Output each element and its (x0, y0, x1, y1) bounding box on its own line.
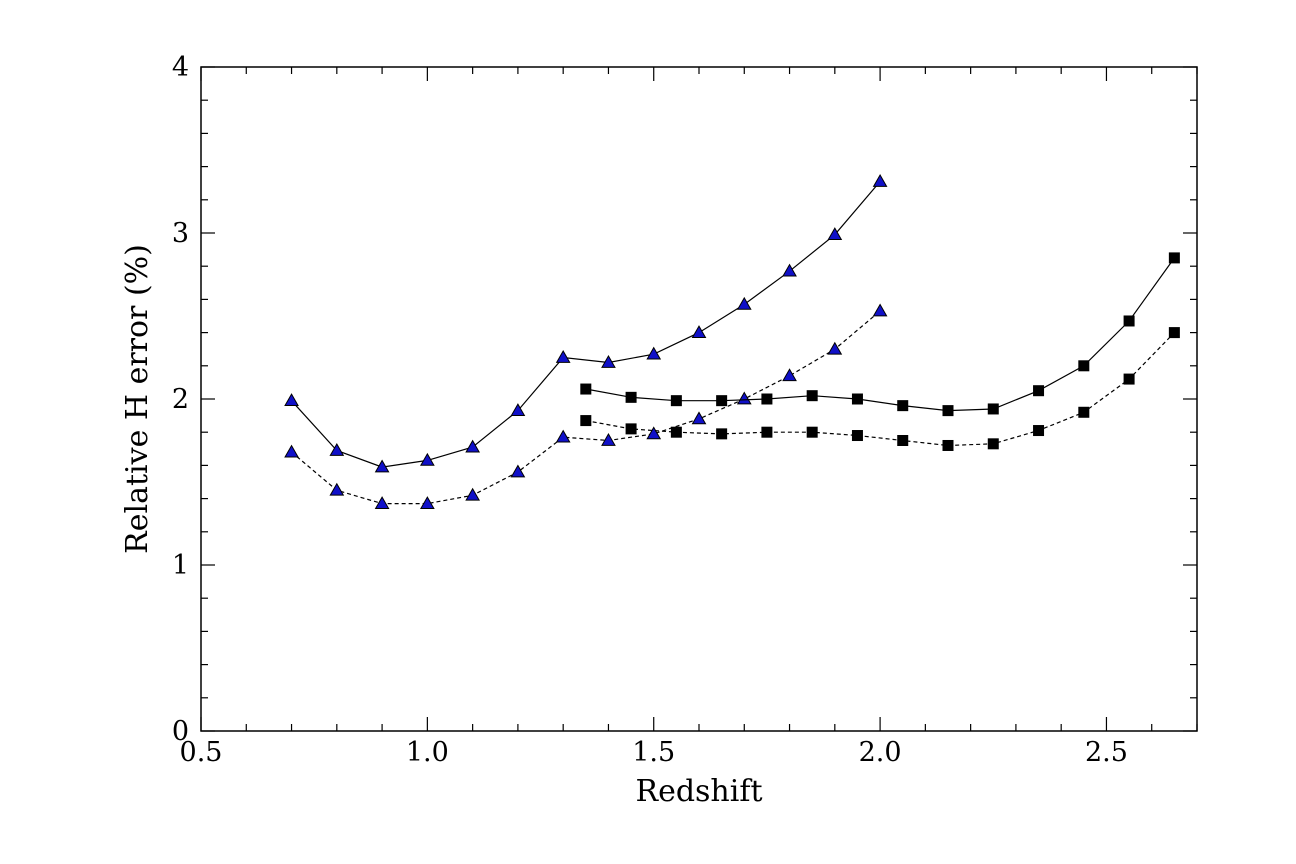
data-point-triangle (691, 325, 707, 338)
data-point-square (1033, 425, 1045, 437)
data-point-square (1078, 360, 1090, 372)
data-point-square (897, 400, 909, 412)
data-point-triangle (872, 303, 888, 317)
data-point-square (806, 390, 818, 402)
data-point-square (625, 423, 637, 435)
data-point-square (1168, 252, 1180, 264)
data-point-triangle (827, 227, 843, 241)
data-point-square (1033, 385, 1045, 397)
data-point-triangle (601, 354, 616, 368)
data-point-square (670, 395, 682, 407)
data-point-triangle (510, 403, 526, 416)
ticks-layer (200, 66, 1198, 732)
data-point-square (987, 403, 999, 415)
plot-frame (200, 66, 1198, 732)
y-tick-label: 4 (172, 52, 189, 83)
series-3 (580, 327, 1180, 451)
data-point-triangle (465, 439, 480, 453)
series-line (585, 332, 1175, 447)
data-point-triangle (284, 393, 299, 407)
data-point-square (806, 426, 818, 438)
x-tick-label: 0.5 (180, 737, 223, 768)
series-line (585, 257, 1175, 412)
y-tick-label: 1 (172, 550, 189, 581)
y-tick-label: 3 (172, 218, 189, 249)
series-2 (580, 252, 1180, 417)
data-point-triangle (555, 349, 571, 363)
data-point-triangle (420, 452, 435, 466)
data-point-square (580, 415, 592, 427)
data-point-triangle (736, 391, 752, 405)
data-point-square (625, 391, 637, 403)
data-point-triangle (555, 429, 571, 443)
data-point-triangle (736, 296, 752, 310)
data-point-triangle (646, 346, 662, 360)
y-tick-label: 0 (172, 716, 189, 747)
data-point-square (851, 430, 863, 442)
series-0 (284, 174, 888, 473)
data-point-triangle (782, 263, 797, 277)
data-point-square (670, 426, 682, 438)
data-point-square (1078, 406, 1090, 418)
data-point-triangle (329, 482, 345, 496)
data-point-triangle (420, 496, 435, 509)
x-axis-label: Redshift (635, 774, 762, 809)
data-point-square (716, 395, 728, 407)
series-1 (284, 303, 888, 509)
data-point-triangle (782, 368, 797, 382)
x-tick-label: 2.5 (1085, 737, 1128, 768)
data-point-square (1168, 327, 1180, 339)
data-point-triangle (601, 432, 616, 446)
data-point-square (851, 393, 863, 405)
data-point-square (942, 439, 954, 451)
series-line (291, 181, 881, 468)
data-point-square (1123, 373, 1135, 385)
data-point-square (761, 426, 773, 438)
data-point-square (1123, 315, 1135, 327)
data-point-square (580, 383, 592, 395)
data-point-triangle (465, 487, 480, 501)
data-point-square (761, 393, 773, 405)
data-point-triangle (646, 426, 662, 440)
y-axis-label: Relative H error (%) (120, 244, 155, 554)
data-point-triangle (872, 174, 888, 187)
data-point-triangle (374, 459, 390, 473)
data-point-square (897, 435, 909, 446)
data-point-triangle (827, 341, 843, 355)
data-point-triangle (691, 411, 707, 425)
x-tick-label: 1.0 (406, 737, 449, 768)
data-point-triangle (284, 444, 299, 458)
series-layer (284, 174, 1180, 509)
data-point-triangle (329, 442, 345, 456)
x-tick-label: 2.0 (859, 737, 902, 768)
data-point-square (987, 438, 999, 450)
data-point-square (942, 405, 954, 417)
data-point-triangle (510, 464, 526, 478)
data-point-triangle (374, 496, 390, 509)
data-point-square (716, 428, 728, 440)
series-line (291, 310, 881, 505)
x-tick-label: 1.5 (632, 737, 675, 768)
y-tick-label: 2 (172, 384, 189, 415)
labels-layer: 0.5 1.0 1.5 2.0 2.5 0 1 2 3 4 (172, 52, 1128, 768)
